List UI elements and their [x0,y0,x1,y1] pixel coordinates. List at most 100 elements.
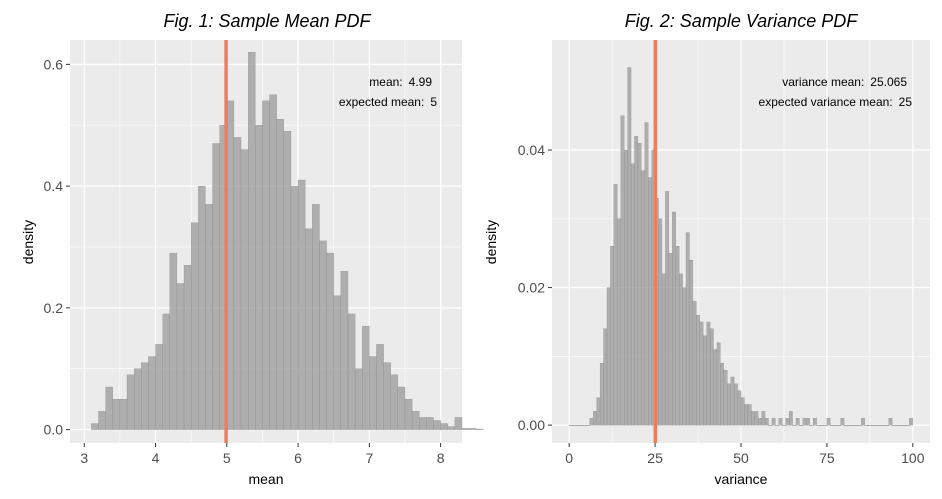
chart-title: Fig. 2: Sample Variance PDF [625,11,858,31]
histogram-bar [861,418,865,426]
histogram-bar [768,424,773,426]
histogram-bar [802,418,807,426]
histogram-bar [369,356,377,430]
y-tick-label: 0.04 [518,142,545,158]
histogram-bar [162,313,170,430]
histogram-bar [716,342,721,426]
histogram-bar [362,325,370,430]
histogram-bar [312,204,320,430]
histogram-bar [644,122,649,426]
y-tick-label: 0.6 [44,56,64,72]
annotation-value: 25.065 [870,75,907,89]
x-tick-label: 6 [294,450,302,466]
chart-mean: Fig. 1: Sample Mean PDF 0.0 0.2 0.4 0.6 3 4 5… [20,11,484,487]
histogram-bar [340,271,349,430]
histogram-bar [733,383,738,426]
histogram-bar [751,411,755,426]
histogram-bar [905,424,910,426]
x-tick-label: 3 [80,450,88,466]
x-tick-label: 8 [437,450,445,466]
histogram-bar [205,204,213,430]
x-axis-ticks: 3 4 5 6 7 8 [80,443,445,466]
histogram-bar [148,356,156,430]
annotation-value: 25 [899,95,913,109]
histogram-bar [771,418,776,426]
histogram-bar [819,424,824,426]
histogram-bar [582,424,587,426]
histogram-bar [833,424,838,426]
histogram-bar [706,321,711,426]
x-tick-label: 5 [223,450,231,466]
histogram-bar [744,404,749,426]
histogram-bar [668,253,673,426]
histogram-bar [98,411,106,430]
x-tick-label: 0 [565,450,573,466]
histogram-bar [354,368,363,430]
x-tick-label: 75 [819,450,835,466]
histogram-bar [764,418,769,426]
histogram-bar [888,418,893,426]
histogram-bar [709,328,714,426]
histogram-bar [133,368,142,430]
histogram-bar [696,314,700,426]
histogram-bar [685,232,690,426]
histogram-bar [720,363,724,426]
histogram-bar [788,411,793,426]
y-tick-label: 0.02 [518,280,545,296]
histogram-bar [795,418,800,426]
histogram-bar [864,424,869,426]
histogram-bar [843,424,848,426]
histogram-bar [461,428,470,430]
histogram-bar [390,374,399,430]
annotation-expected-mean: expected mean: 5 [339,95,437,109]
histogram-bar [641,170,645,426]
x-tick-label: 50 [733,450,749,466]
histogram-bars [91,52,484,430]
histogram-bar [867,424,872,426]
histogram-bar [596,397,601,426]
histogram-bar [119,399,128,430]
histogram-bar [575,424,580,426]
histogram-bar [813,418,817,426]
histogram-bar [713,349,718,426]
histogram-bar [672,211,676,426]
histogram-bar [283,131,292,430]
histogram-bar [333,295,341,430]
annotation-mean: mean: 4.99 [369,75,432,89]
histogram-bar [572,424,577,426]
histogram-bar [881,424,886,426]
histogram-bar [468,428,477,430]
histogram-bar [91,423,99,430]
histogram-bar [792,424,797,426]
chart-title: Fig. 1: Sample Mean PDF [163,11,371,31]
histogram-bar [658,218,663,426]
histogram-bar [126,374,135,430]
histogram-bar [262,100,270,430]
histogram-bar [191,222,199,430]
histogram-bar [141,362,149,430]
histogram-bar [806,418,810,426]
histogram-bar [682,287,687,426]
histogram-bar [782,424,786,426]
histogram-bar [610,246,615,426]
histogram-bar [589,418,594,426]
histogram-bars [569,67,913,426]
histogram-bar [586,424,590,426]
y-tick-label: 0.4 [44,178,64,194]
histogram-bar [404,399,413,430]
histogram-bar [176,283,185,430]
annotation-label: variance mean: [782,75,864,89]
histogram-bar [637,143,642,426]
histogram-bar [892,424,896,426]
histogram-bar [606,287,611,426]
annotation-label: expected mean: [339,95,424,109]
histogram-bar [276,118,284,430]
histogram-bar [837,424,841,426]
histogram-bar [297,179,306,430]
histogram-bar [878,424,883,426]
histogram-bar [617,218,621,426]
histogram-bar [305,228,313,430]
histogram-bar [447,426,456,430]
histogram-bar [692,301,697,426]
